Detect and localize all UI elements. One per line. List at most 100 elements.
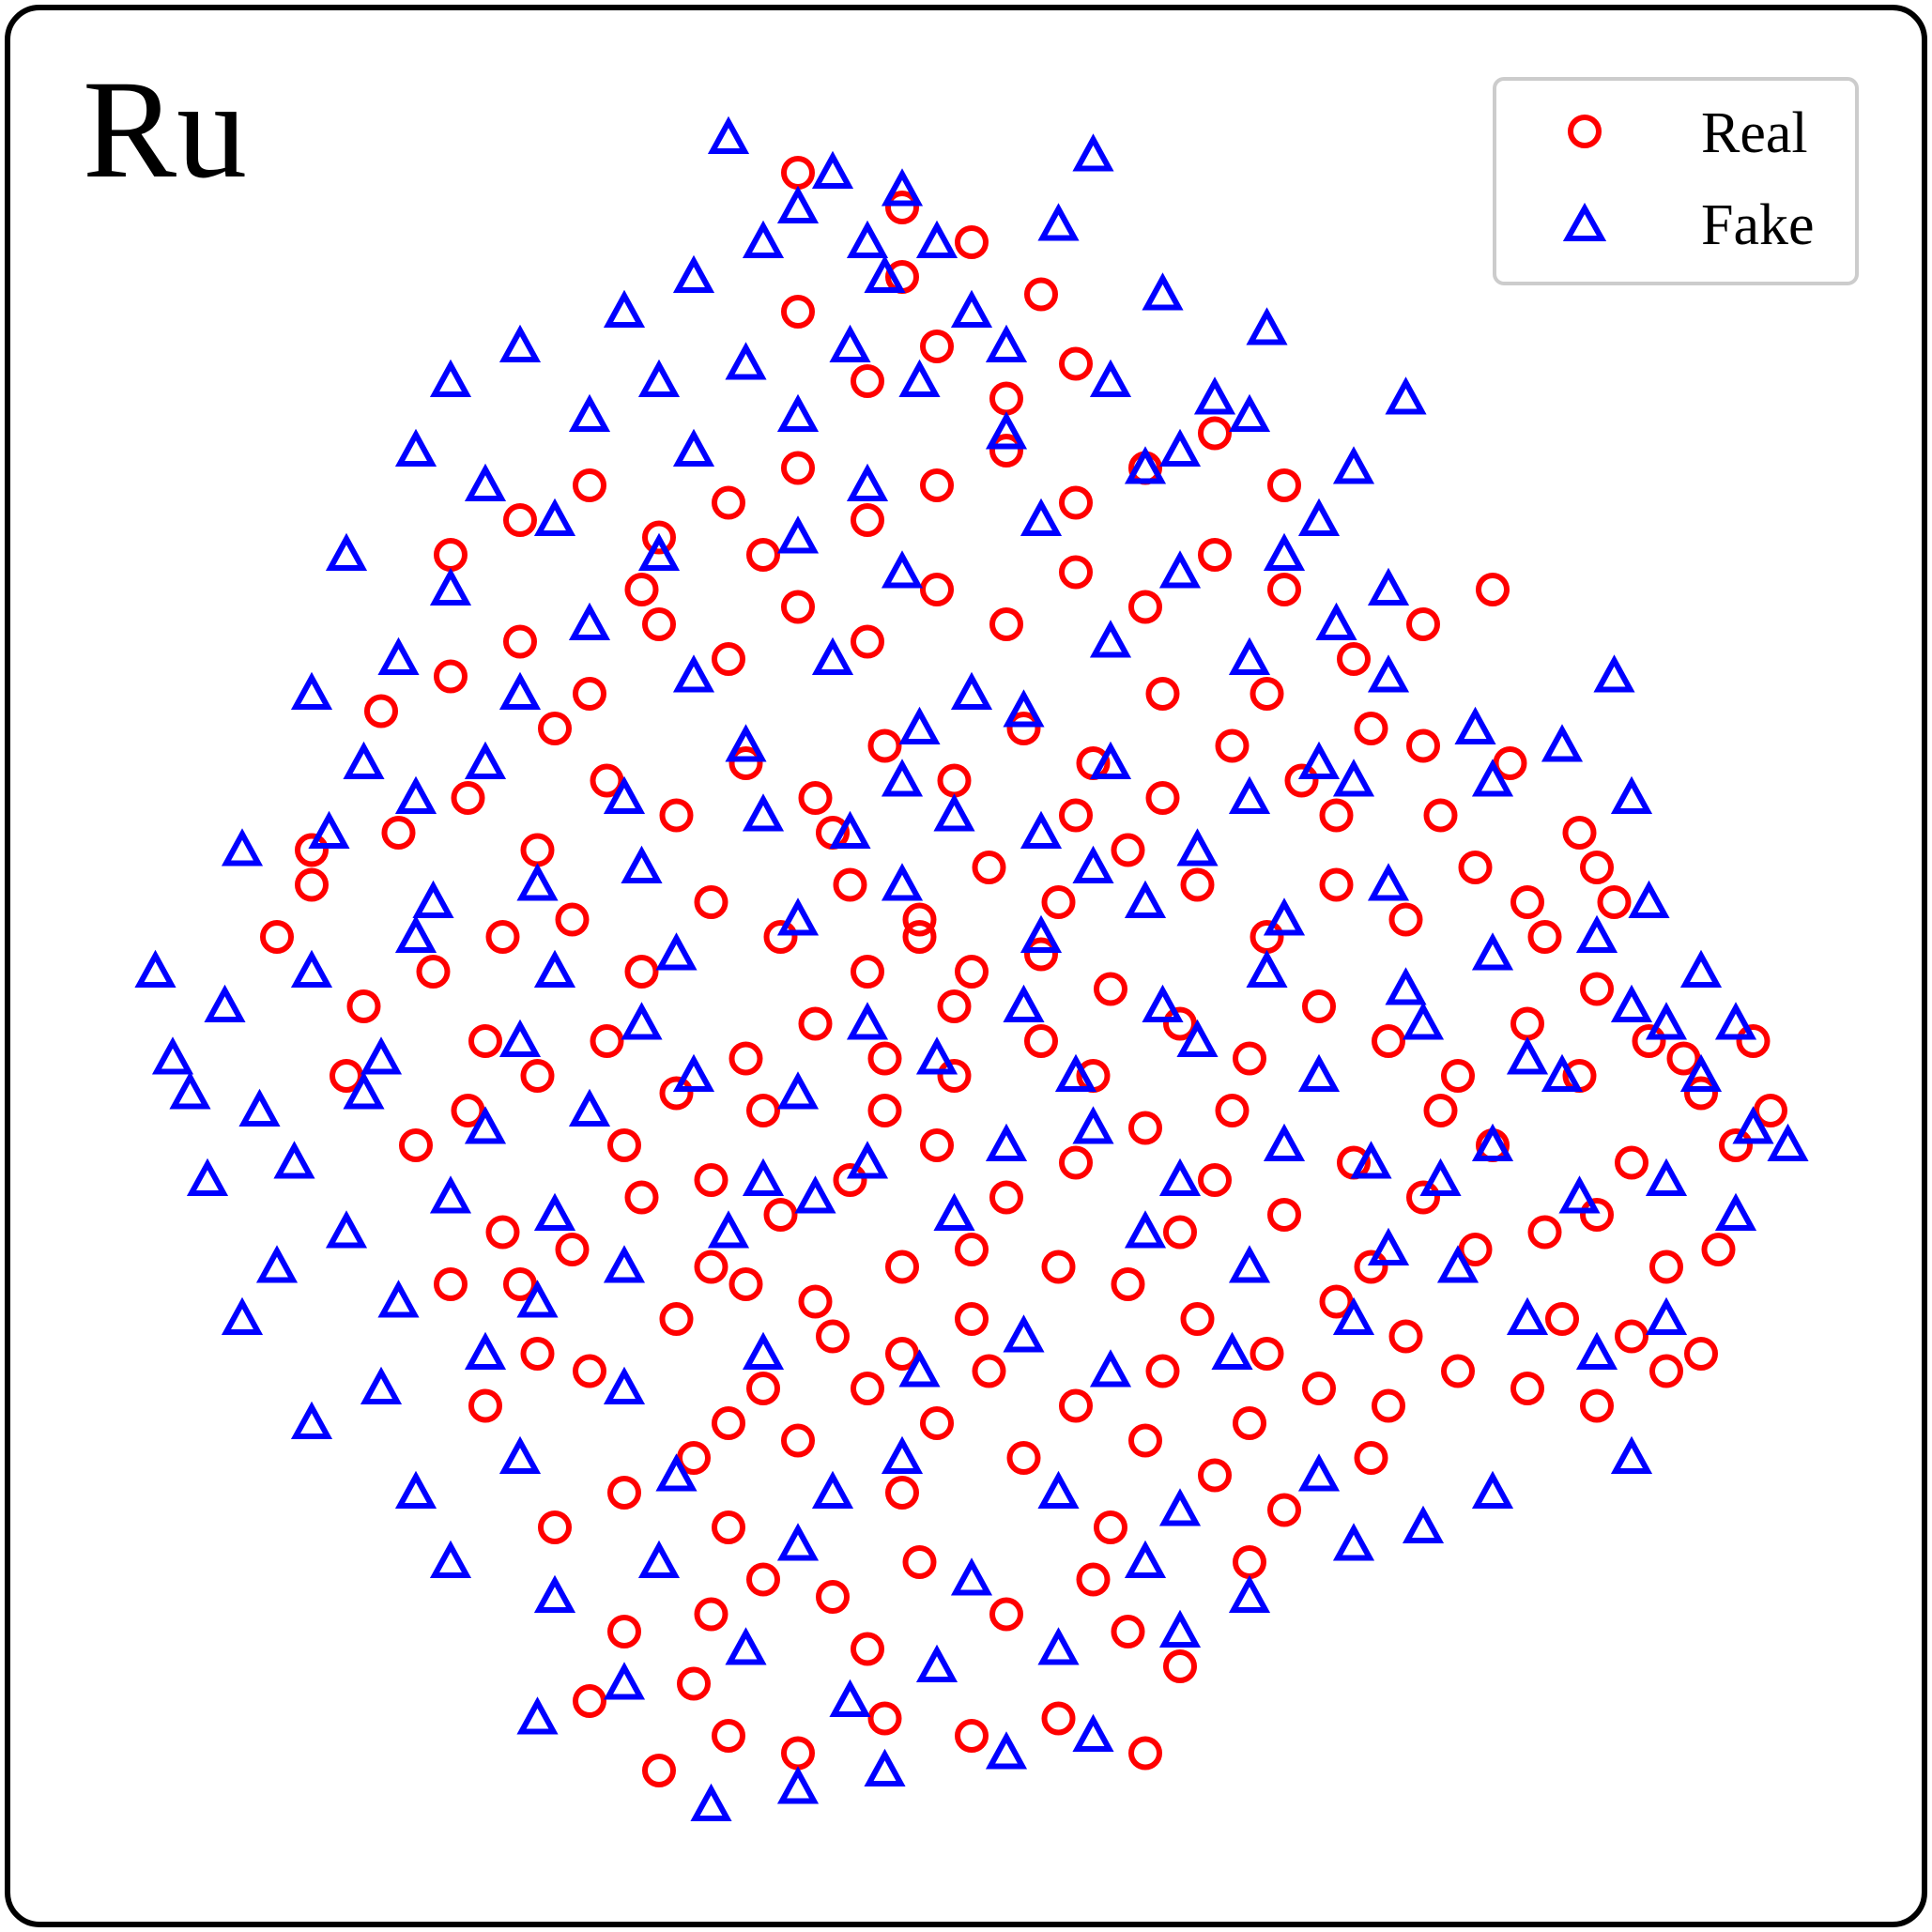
fake-point (533, 1574, 576, 1613)
real-point (781, 295, 815, 329)
fake-point (1037, 203, 1080, 241)
real-point (867, 1701, 902, 1736)
fake-point (1471, 932, 1514, 971)
real-point (1076, 1562, 1111, 1597)
fake-point (1003, 689, 1045, 728)
fake-point (1628, 880, 1670, 918)
real-point (1493, 746, 1527, 780)
fake-point (915, 1036, 958, 1075)
real-point (346, 989, 381, 1023)
fake-point (1367, 567, 1410, 606)
fake-point (290, 949, 333, 988)
real-point (851, 955, 884, 989)
fake-point (1471, 1470, 1514, 1509)
fake-point (533, 949, 576, 988)
fake-point (776, 1523, 820, 1561)
fake-point (1124, 1210, 1167, 1249)
fake-point (533, 498, 576, 536)
real-point (1441, 1059, 1475, 1093)
real-point (1302, 1372, 1336, 1405)
real-point (746, 1562, 780, 1597)
fake-point (776, 515, 820, 554)
fake-point (655, 932, 698, 971)
fake-point (516, 863, 559, 901)
fake-point (1124, 446, 1167, 484)
real-point (920, 1406, 954, 1440)
fake-point (1020, 498, 1063, 536)
fake-point (1679, 1053, 1723, 1092)
fake-point (672, 254, 715, 293)
fake-point (1089, 359, 1132, 397)
real-point (1198, 1458, 1232, 1493)
fake-point (637, 359, 681, 397)
fake-point (846, 220, 889, 258)
real-point (955, 1719, 989, 1753)
real-point (851, 1632, 884, 1666)
fake-point (343, 741, 385, 779)
fake-point (1228, 1574, 1271, 1613)
fake-point (221, 1296, 264, 1335)
fake-point (915, 1644, 958, 1682)
real-point (520, 1337, 555, 1371)
fake-point (742, 220, 785, 258)
real-point (1180, 867, 1215, 902)
real-point (798, 1006, 833, 1041)
fake-point (1575, 1331, 1618, 1370)
real-point (573, 1684, 606, 1718)
fake-point (1263, 532, 1306, 571)
fake-point (1297, 1053, 1341, 1092)
real-point (1233, 1041, 1266, 1076)
fake-point (1679, 949, 1723, 988)
panel-label: Ru (83, 52, 247, 207)
fake-point (1228, 636, 1271, 675)
real-point (677, 1666, 711, 1701)
fake-point (1471, 1123, 1514, 1161)
fake-point (290, 1401, 333, 1439)
fake-point (1732, 1106, 1774, 1144)
fake-point (776, 393, 820, 432)
real-point (677, 1441, 711, 1475)
real-point (1215, 728, 1250, 763)
fake-point (1072, 845, 1114, 883)
real-point (1423, 1094, 1458, 1127)
real-point (920, 1128, 954, 1162)
fake-point (1176, 1019, 1219, 1057)
fake-point (360, 1366, 403, 1404)
fake-point (1072, 1106, 1114, 1144)
real-point (1649, 1250, 1683, 1284)
real-point (659, 1302, 694, 1336)
real-point (798, 781, 833, 815)
fake-point (637, 1540, 681, 1578)
legend-real-circle-icon (1568, 115, 1602, 148)
fake-point (1367, 1227, 1410, 1265)
real-point (1059, 798, 1093, 833)
real-point (485, 1215, 520, 1250)
real-point (573, 468, 606, 502)
fake-point (1332, 1296, 1375, 1335)
fake-point (464, 741, 507, 779)
real-point (712, 485, 745, 520)
real-point (573, 1354, 606, 1388)
fake-point (881, 759, 924, 797)
real-point (712, 1719, 745, 1753)
real-point (1510, 885, 1544, 919)
real-point (1458, 1233, 1493, 1266)
fake-point (881, 863, 924, 901)
real-point (330, 1059, 363, 1093)
fake-point (1158, 1158, 1202, 1196)
fake-point (255, 1245, 299, 1283)
real-point (763, 920, 798, 954)
real-point (728, 746, 763, 780)
fake-point (464, 1331, 507, 1370)
real-point (1163, 1215, 1197, 1250)
fake-point (394, 914, 437, 953)
real-point (1163, 1649, 1197, 1683)
fake-point (412, 880, 454, 918)
fake-point (846, 1141, 889, 1179)
real-point (712, 1406, 745, 1440)
real-point (468, 1388, 502, 1423)
real-point (451, 781, 485, 815)
fake-point (360, 1036, 403, 1075)
fake-point (811, 1470, 854, 1509)
